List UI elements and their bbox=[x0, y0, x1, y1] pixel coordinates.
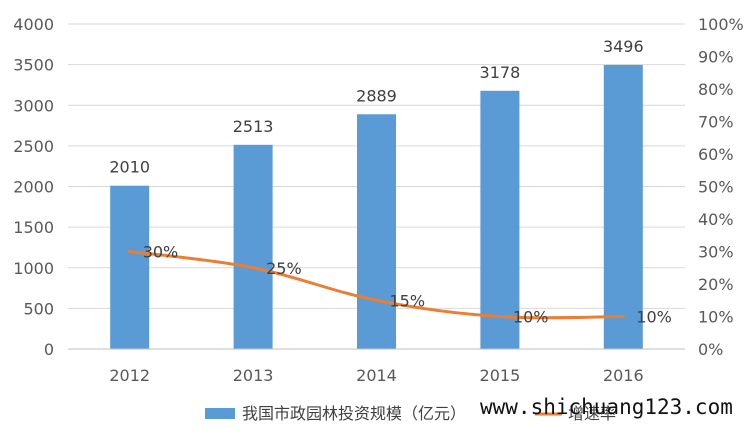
data-labels: 2010 2513 2889 3178 3496 30% 25% 15% 10% 10% bbox=[109, 37, 672, 327]
y-right-tick-label: 100% bbox=[698, 15, 744, 34]
y-left-tick-label: 1500 bbox=[13, 218, 54, 237]
line-data-label: 25% bbox=[266, 259, 302, 278]
y-left-tick-label: 3000 bbox=[13, 96, 54, 115]
y-left-tick-label: 2500 bbox=[13, 137, 54, 156]
legend-label-bar: 我国市政园林投资规模（亿元） bbox=[242, 404, 466, 423]
watermark-text: www.shichuang123.com bbox=[480, 395, 733, 419]
y-left-tick-label: 1000 bbox=[13, 259, 54, 278]
line-point bbox=[498, 315, 502, 318]
line-point bbox=[375, 298, 378, 302]
y-left-tick-label: 4000 bbox=[13, 15, 54, 34]
x-tick-label: 2012 bbox=[109, 366, 150, 385]
y-right-tick-label: 0% bbox=[698, 340, 723, 359]
bar bbox=[233, 144, 273, 349]
y-left-tick-label: 500 bbox=[23, 299, 54, 318]
bar bbox=[603, 64, 643, 349]
line-point bbox=[621, 315, 625, 318]
line-data-label: 10% bbox=[636, 308, 672, 327]
bar-data-label: 2010 bbox=[109, 158, 150, 177]
bar bbox=[110, 185, 150, 349]
x-tick-label: 2013 bbox=[233, 366, 274, 385]
line-data-label: 15% bbox=[390, 291, 426, 310]
line-data-label: 30% bbox=[143, 243, 179, 262]
y-right-tick-label: 80% bbox=[698, 80, 734, 99]
y-left-tick-label: 2000 bbox=[13, 178, 54, 197]
legend-swatch-bar bbox=[205, 408, 235, 419]
line-point bbox=[251, 266, 255, 270]
x-tick-label: 2014 bbox=[356, 366, 397, 385]
y-left-tick-label: 0 bbox=[44, 340, 54, 359]
bar-data-label: 2513 bbox=[233, 117, 274, 136]
bar bbox=[480, 90, 520, 349]
axes: 0 500 1000 1500 2000 2500 3000 3500 4000 0% 10% 20%… bbox=[13, 15, 743, 385]
bar-data-label: 2889 bbox=[356, 86, 397, 105]
y-right-tick-label: 70% bbox=[698, 113, 734, 132]
bar bbox=[357, 114, 396, 349]
y-right-tick-label: 90% bbox=[698, 48, 734, 67]
bar-series bbox=[110, 64, 643, 349]
bar-data-label: 3496 bbox=[603, 37, 644, 56]
y-left-tick-label: 3500 bbox=[13, 56, 54, 75]
line-point bbox=[128, 250, 132, 253]
legend: 我国市政园林投资规模（亿元） 增速率 bbox=[205, 404, 616, 423]
y-right-tick-label: 30% bbox=[698, 243, 734, 262]
line-series bbox=[128, 250, 625, 320]
legend-label-line: 增速率 bbox=[568, 404, 616, 423]
y-right-tick-label: 20% bbox=[698, 275, 734, 294]
bar-data-label: 3178 bbox=[480, 63, 521, 82]
x-tick-label: 2015 bbox=[480, 366, 521, 385]
y-right-tick-label: 60% bbox=[698, 145, 734, 164]
y-right-tick-label: 50% bbox=[698, 178, 734, 197]
y-right-tick-label: 10% bbox=[698, 308, 734, 327]
x-tick-label: 2016 bbox=[603, 366, 644, 385]
y-right-tick-label: 40% bbox=[698, 210, 734, 229]
line-data-label: 10% bbox=[513, 308, 549, 327]
